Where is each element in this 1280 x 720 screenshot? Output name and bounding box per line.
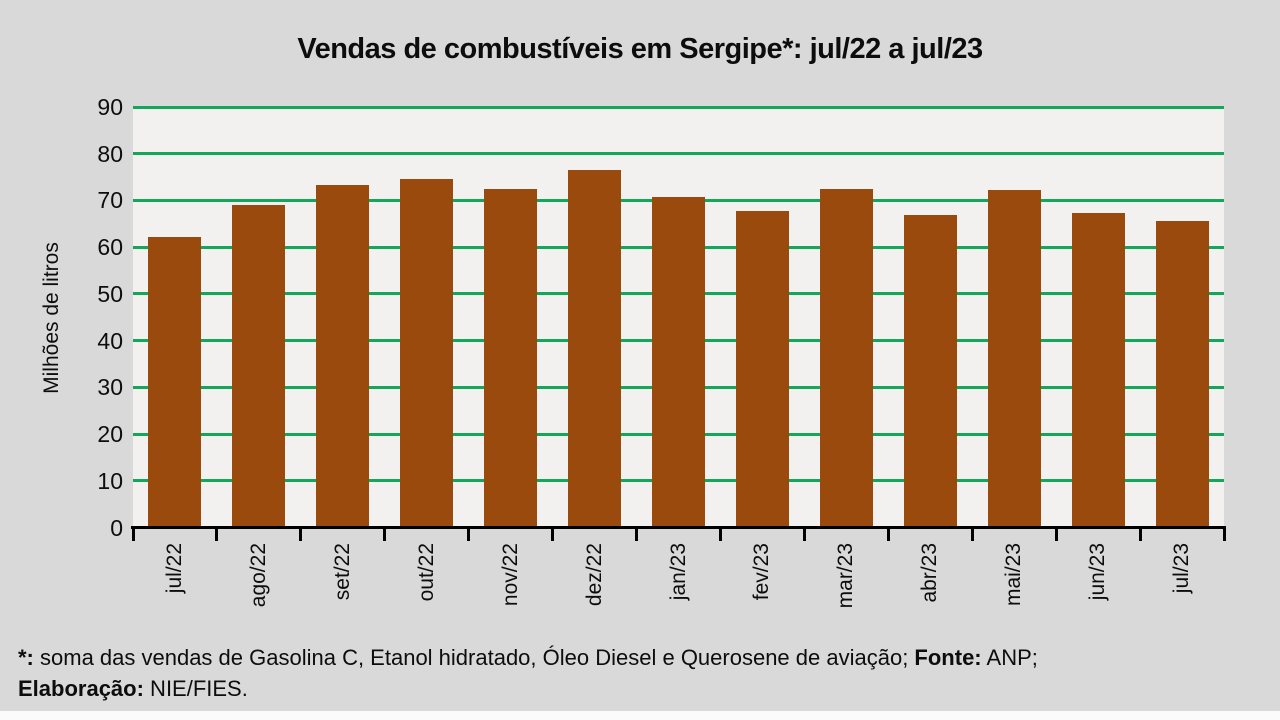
x-tick-label: abr/23 (918, 543, 942, 603)
bottom-strip (0, 711, 1280, 720)
y-tick-label: 20 (97, 421, 123, 448)
y-axis-title: Milhões de litros (40, 242, 63, 394)
footnote: *: soma das vendas de Gasolina C, Etanol… (18, 642, 1266, 704)
bar (1155, 220, 1209, 528)
bar (232, 205, 286, 528)
x-tick-label: jun/23 (1086, 543, 1110, 601)
bar (987, 190, 1041, 528)
chart-title: Vendas de combustíveis em Sergipe*: jul/… (297, 33, 983, 65)
bar (819, 188, 873, 528)
bar (903, 215, 957, 528)
x-tick-label: mar/23 (834, 543, 858, 609)
bar (735, 211, 789, 528)
bar (568, 169, 622, 528)
footnote-segment: ANP; (981, 645, 1038, 670)
bar (148, 237, 202, 528)
x-tick-label: jul/22 (162, 543, 186, 594)
x-axis-tick (635, 526, 639, 541)
x-tick-label: dez/22 (582, 543, 606, 607)
x-axis-tick (215, 526, 219, 541)
bar (1071, 212, 1125, 528)
y-tick-label: 40 (97, 327, 123, 354)
x-axis-tick (299, 526, 303, 541)
y-tick-label: 90 (97, 94, 123, 120)
gridline (133, 152, 1224, 156)
footnote-segment: Fonte: (914, 645, 982, 670)
x-axis-tick (131, 526, 135, 541)
x-axis-tick (467, 526, 471, 541)
x-tick-label: ago/22 (246, 543, 270, 608)
footnote-segment: *: (18, 645, 34, 670)
x-tick-label: jul/23 (1170, 543, 1194, 594)
x-axis-tick (551, 526, 555, 541)
x-axis-line (131, 526, 1226, 529)
x-tick-label: set/22 (330, 543, 354, 601)
footnote-segment: Elaboração: (18, 676, 144, 701)
y-tick-label: 70 (97, 187, 123, 214)
y-tick-label: 0 (110, 514, 123, 541)
x-axis-tick (718, 526, 722, 541)
x-tick-label: jan/23 (666, 543, 690, 601)
footnote-segment: NIE/FIES. (143, 676, 248, 701)
y-tick-label: 30 (97, 374, 123, 401)
x-axis-tick (1054, 526, 1058, 541)
y-tick-label: 60 (97, 234, 123, 261)
y-tick-label: 10 (97, 467, 123, 494)
x-tick-label: out/22 (414, 543, 438, 602)
x-axis-tick (1138, 526, 1142, 541)
x-axis-tick (970, 526, 974, 541)
x-axis-tick (886, 526, 890, 541)
bar (316, 184, 370, 528)
bar (400, 179, 454, 528)
y-tick-label: 50 (97, 280, 123, 307)
x-axis-tick (802, 526, 806, 541)
gridline (133, 105, 1224, 109)
x-tick-label: fev/23 (750, 543, 774, 601)
y-tick-label: 80 (97, 140, 123, 167)
x-axis-tick (383, 526, 387, 541)
footnote-segment: soma das vendas de Gasolina C, Etanol hi… (33, 645, 915, 670)
bar (484, 189, 538, 528)
bar (652, 196, 705, 528)
x-tick-label: nov/22 (498, 543, 522, 607)
x-axis-tick (1222, 526, 1226, 541)
x-tick-label: mai/23 (1002, 543, 1026, 607)
